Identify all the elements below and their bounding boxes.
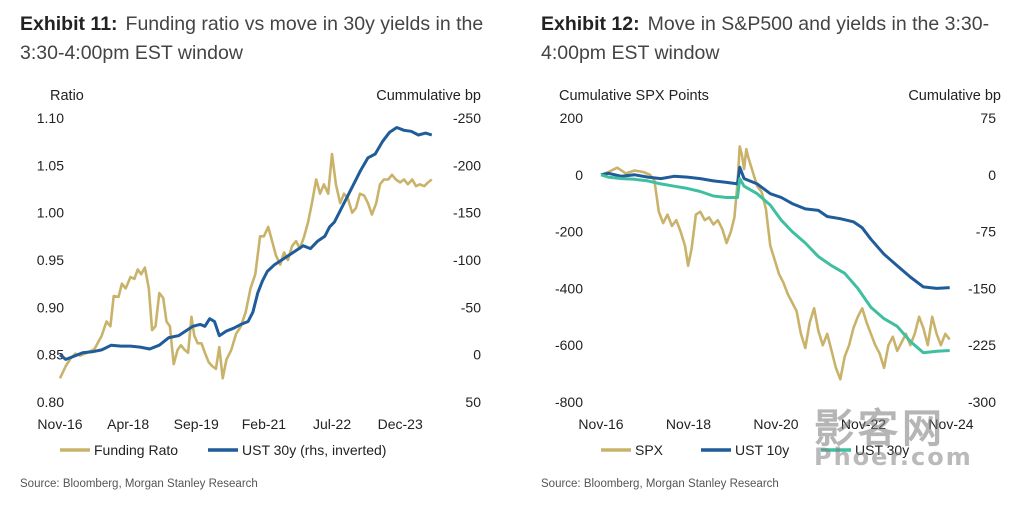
x-tick-label: Nov-16 bbox=[37, 416, 82, 432]
legend-label: Funding Rato bbox=[94, 442, 178, 458]
right-tick-label: 50 bbox=[465, 394, 481, 410]
right-tick-label: 0 bbox=[473, 347, 481, 363]
x-tick-label: Jul-22 bbox=[313, 416, 351, 432]
exhibit-11-title-text: Funding ratio vs move in 30y yields in t… bbox=[20, 13, 484, 64]
right-tick-label: -200 bbox=[453, 157, 481, 173]
x-tick-label: Apr-18 bbox=[107, 416, 149, 432]
right-tick-label: -250 bbox=[453, 110, 481, 126]
exhibit-12-title-text: Move in S&P500 and yields in the 3:30-4:… bbox=[541, 13, 990, 64]
watermark-url: Phoer.com bbox=[814, 443, 973, 471]
exhibit-11-label: Exhibit 11: bbox=[20, 13, 118, 35]
left-tick-label: 1.05 bbox=[37, 157, 64, 173]
legend-label: UST 30y (rhs, inverted) bbox=[242, 442, 386, 458]
exhibit-12: Exhibit 12: Move in S&P500 and yields in … bbox=[541, 0, 1024, 515]
series-line-ust-30y bbox=[600, 173, 950, 355]
right-tick-label: -300 bbox=[968, 394, 996, 410]
left-tick-label: -800 bbox=[555, 394, 583, 410]
exhibit-12-label: Exhibit 12: bbox=[541, 13, 640, 35]
series-line-spx bbox=[600, 145, 951, 381]
left-tick-label: 200 bbox=[560, 110, 584, 126]
legend-label: SPX bbox=[635, 442, 664, 458]
x-tick-label: Nov-24 bbox=[928, 416, 973, 432]
left-axis-title: Ratio bbox=[50, 88, 84, 104]
left-tick-label: 0.85 bbox=[37, 347, 64, 363]
right-tick-label: -225 bbox=[968, 337, 996, 353]
left-axis-title: Cumulative SPX Points bbox=[559, 88, 709, 104]
exhibit-11: Exhibit 11: Funding ratio vs move in 30y … bbox=[20, 0, 520, 515]
left-tick-label: 0.95 bbox=[37, 252, 64, 268]
exhibit-12-source: Source: Bloomberg, Morgan Stanley Resear… bbox=[541, 478, 779, 490]
x-tick-label: Feb-21 bbox=[242, 416, 287, 432]
right-tick-label: 75 bbox=[980, 110, 996, 126]
left-tick-label: 0.90 bbox=[37, 299, 64, 315]
left-tick-label: 1.00 bbox=[37, 205, 64, 221]
x-tick-label: Dec-23 bbox=[378, 416, 423, 432]
left-tick-label: -400 bbox=[555, 280, 583, 296]
right-tick-label: 0 bbox=[988, 167, 996, 183]
left-tick-label: 0.80 bbox=[37, 394, 64, 410]
right-tick-label: -100 bbox=[453, 252, 481, 268]
x-tick-label: Nov-22 bbox=[841, 416, 886, 432]
left-tick-label: -600 bbox=[555, 337, 583, 353]
series-line-ust-30y-rhs-inverted- bbox=[59, 126, 433, 361]
exhibit-11-source: Source: Bloomberg, Morgan Stanley Resear… bbox=[20, 478, 258, 490]
left-tick-label: 0 bbox=[575, 167, 583, 183]
series-line-ust-10y bbox=[600, 165, 950, 290]
x-tick-label: Nov-16 bbox=[578, 416, 623, 432]
watermark-logo: 影客网 bbox=[814, 406, 946, 452]
right-axis-title: Cumulative bp bbox=[908, 88, 1001, 104]
x-tick-label: Nov-18 bbox=[666, 416, 711, 432]
left-tick-label: 1.10 bbox=[37, 110, 64, 126]
right-tick-label: -150 bbox=[453, 205, 481, 221]
right-tick-label: -50 bbox=[461, 299, 481, 315]
funding-ratio-chart: Ratio Cummulative bp 1.10 1.05 1.00 0.95 0.90 0… bbox=[37, 88, 481, 458]
left-tick-label: -200 bbox=[555, 224, 583, 240]
legend-label: UST 30y bbox=[855, 442, 909, 458]
exhibit-11-title: Exhibit 11: Funding ratio vs move in 30y … bbox=[20, 10, 510, 68]
x-tick-label: Sep-19 bbox=[174, 416, 219, 432]
x-tick-label: Nov-20 bbox=[753, 416, 798, 432]
spx-yields-chart: Cumulative SPX Points Cumulative bp 200 0 -2… bbox=[555, 88, 1001, 458]
legend-label: UST 10y bbox=[735, 442, 789, 458]
exhibit-12-title: Exhibit 12: Move in S&P500 and yields in … bbox=[541, 10, 1024, 68]
right-tick-label: -75 bbox=[976, 224, 996, 240]
right-axis-title: Cummulative bp bbox=[376, 88, 481, 104]
series-line-funding-rato bbox=[58, 152, 433, 380]
right-tick-label: -150 bbox=[968, 280, 996, 296]
